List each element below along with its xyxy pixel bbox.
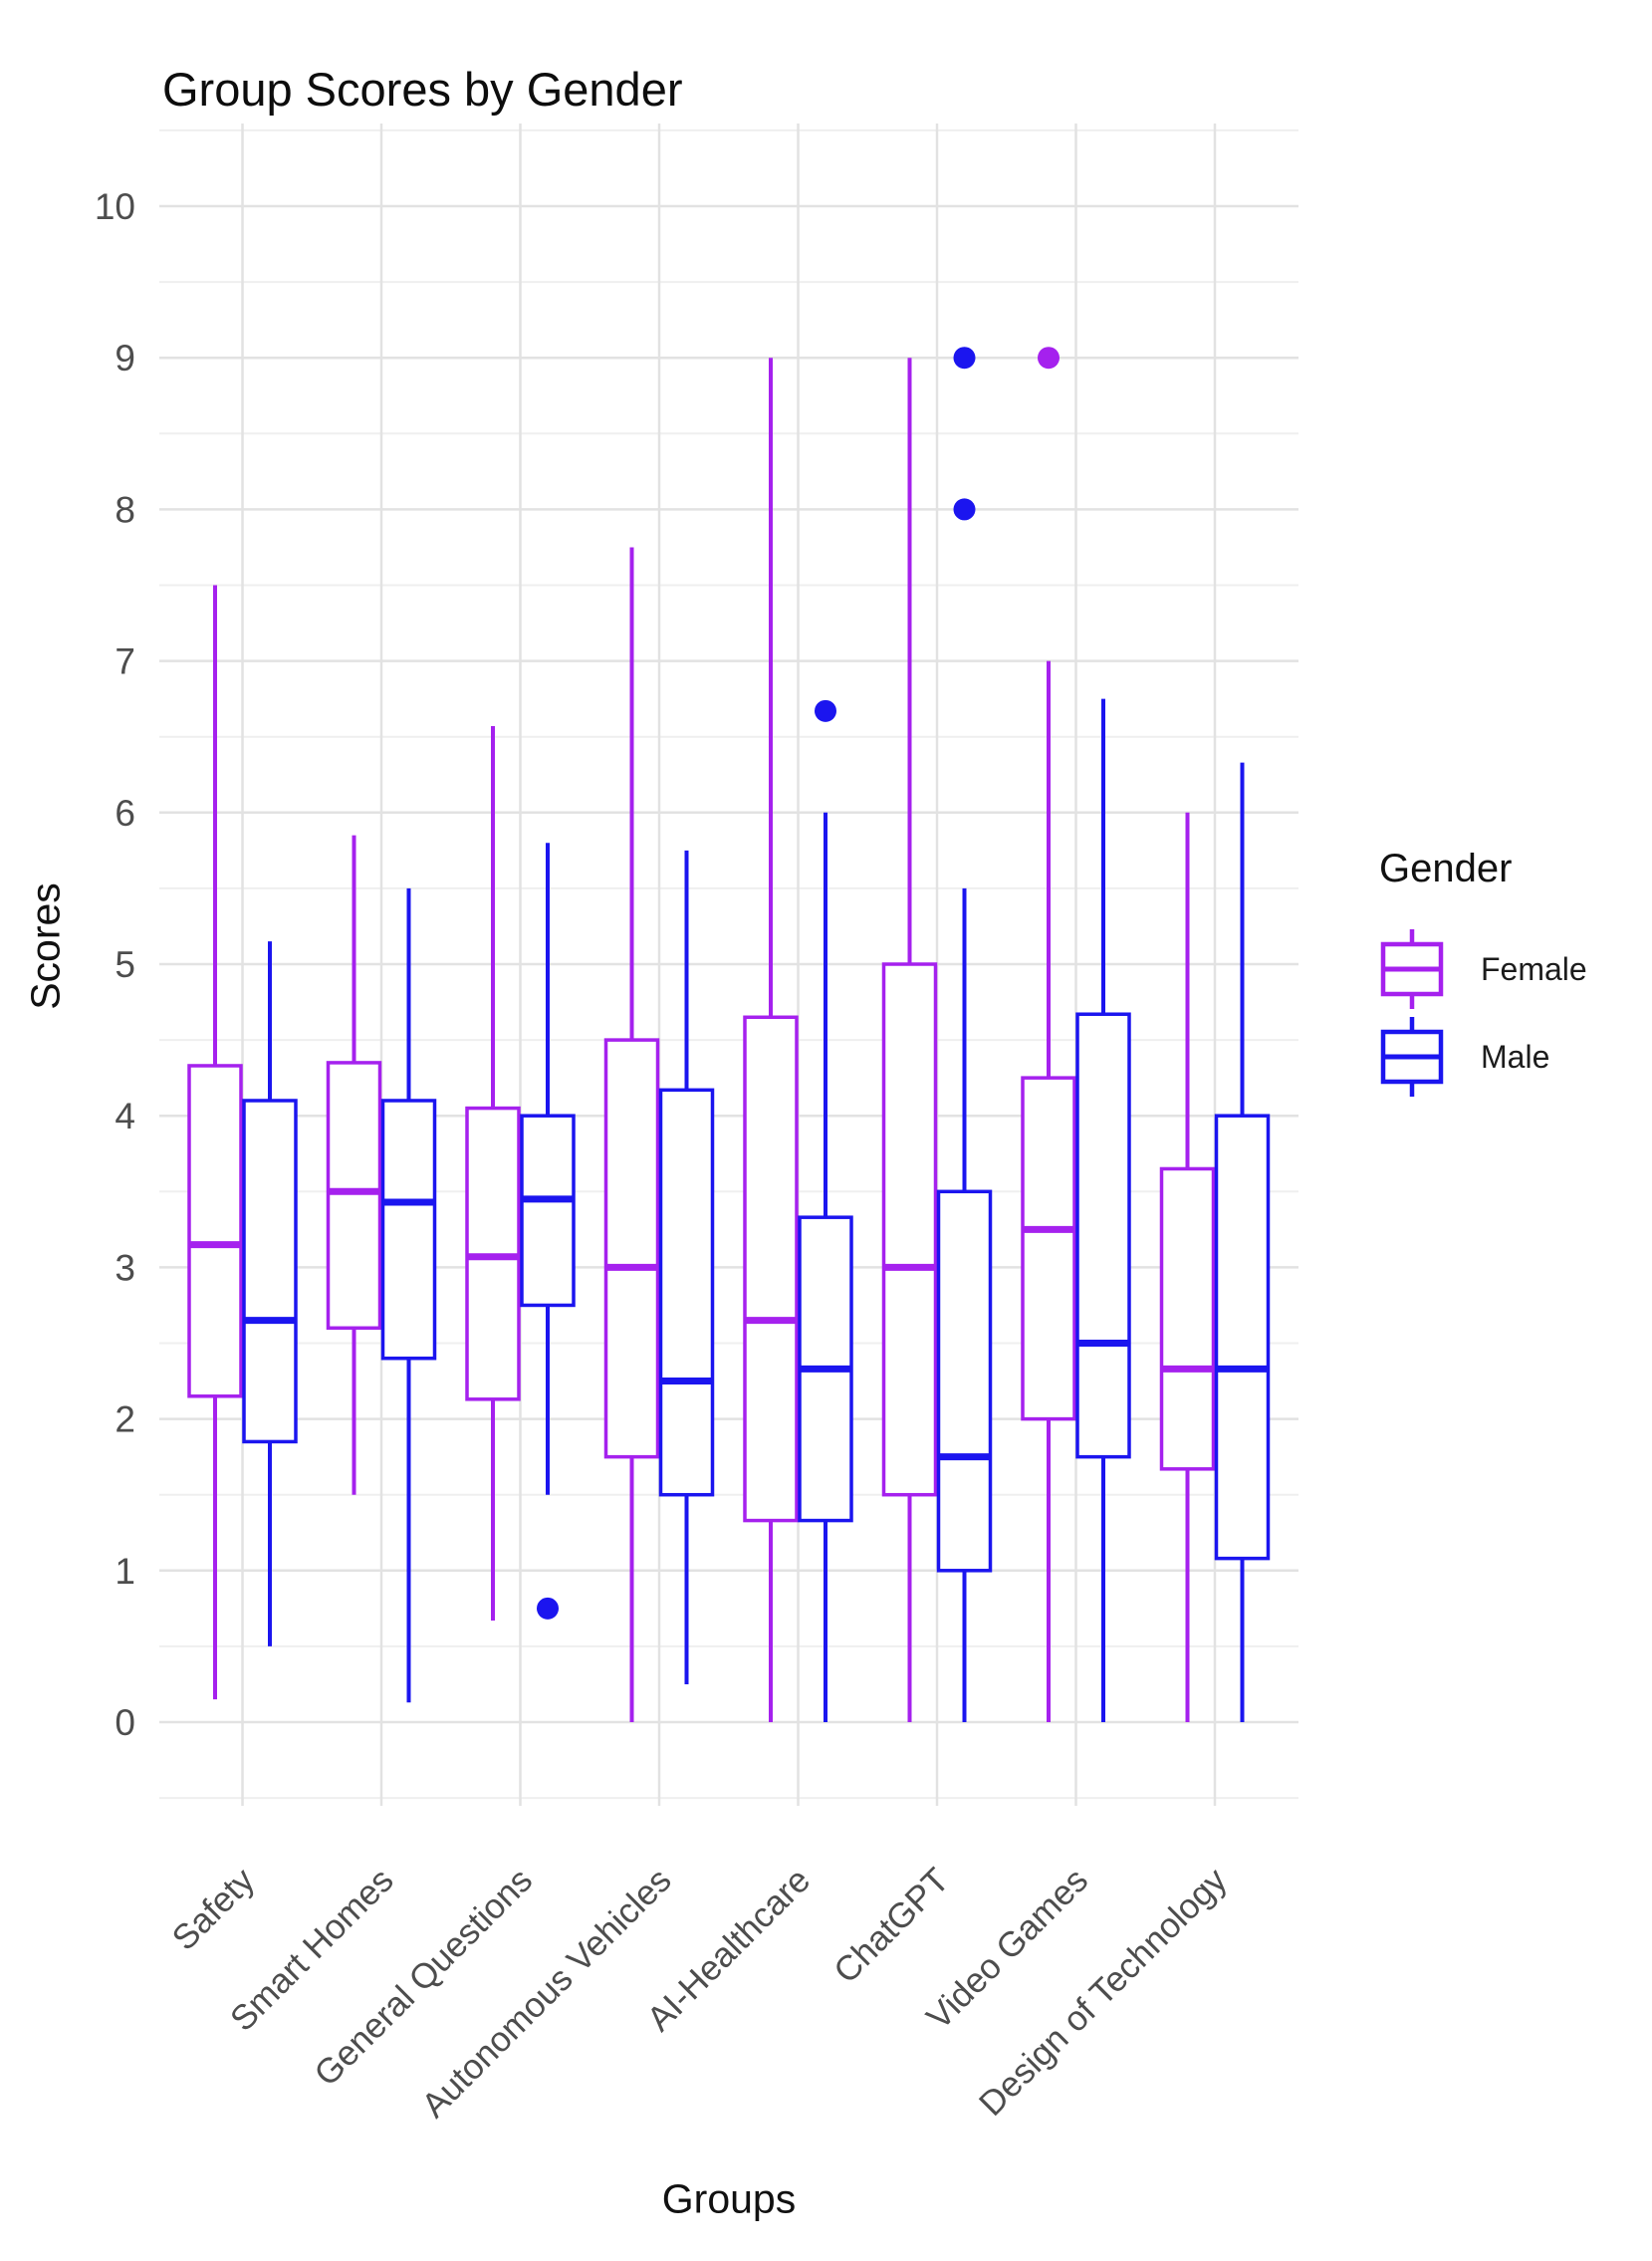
x-tick-label: Autonomous Vehicles — [414, 1861, 679, 2126]
female-boxplot-key-icon — [1380, 929, 1444, 1009]
box-female-smart-homes — [326, 835, 382, 1495]
legend-label-male: Male — [1481, 1038, 1550, 1075]
y-tick-label: 10 — [95, 186, 135, 227]
y-tick-label: 8 — [115, 489, 135, 530]
box-male-video-games — [1075, 698, 1131, 1722]
y-tick-label: 4 — [115, 1096, 135, 1136]
outlier-point — [1038, 347, 1060, 370]
legend-title: Gender — [1379, 847, 1513, 890]
box-male-general-questions — [520, 843, 576, 1620]
x-tick-label: ChatGPT — [826, 1861, 957, 1991]
box-male-autonomous-vehicles — [658, 850, 715, 1684]
legend-entry-male: Male — [1379, 1013, 1648, 1101]
x-axis-title: Groups — [661, 2175, 797, 2222]
x-tick-label: Design of Technology — [972, 1861, 1235, 2124]
chart-title: Group Scores by Gender — [162, 63, 683, 116]
x-tick-label: Safety — [164, 1861, 262, 1958]
y-tick-label: 7 — [115, 641, 135, 682]
box-male-design-of-technology — [1214, 762, 1271, 1722]
legend: Gender Female Male — [1379, 847, 1648, 1101]
y-tick-label: 1 — [115, 1551, 135, 1592]
legend-label-female: Female — [1481, 950, 1587, 987]
box-female-video-games — [1021, 347, 1076, 1722]
y-tick-label: 2 — [115, 1399, 135, 1440]
y-tick-label: 5 — [115, 944, 135, 985]
y-tick-label: 6 — [115, 793, 135, 834]
y-tick-label: 3 — [115, 1247, 135, 1288]
male-boxplot-key-icon — [1380, 1017, 1444, 1097]
box-female-chatgpt — [881, 358, 938, 1722]
legend-entry-female: Female — [1379, 925, 1648, 1013]
box-female-general-questions — [465, 726, 521, 1622]
outlier-point — [953, 347, 976, 370]
box-female-autonomous-vehicles — [603, 547, 660, 1722]
box-male-smart-homes — [380, 887, 437, 1703]
y-axis-title: Scores — [22, 882, 69, 1010]
box-male-chatgpt — [936, 347, 993, 1722]
box-male-ai-healthcare — [798, 699, 853, 1722]
y-tick-label: 0 — [115, 1702, 135, 1743]
outlier-point — [953, 498, 976, 521]
box-female-safety — [187, 585, 243, 1700]
y-tick-label: 9 — [115, 338, 135, 378]
box-female-ai-healthcare — [743, 358, 799, 1722]
box-male-safety — [242, 941, 298, 1646]
box-female-design-of-technology — [1159, 812, 1216, 1722]
outlier-point — [537, 1597, 559, 1620]
outlier-point — [815, 699, 836, 722]
